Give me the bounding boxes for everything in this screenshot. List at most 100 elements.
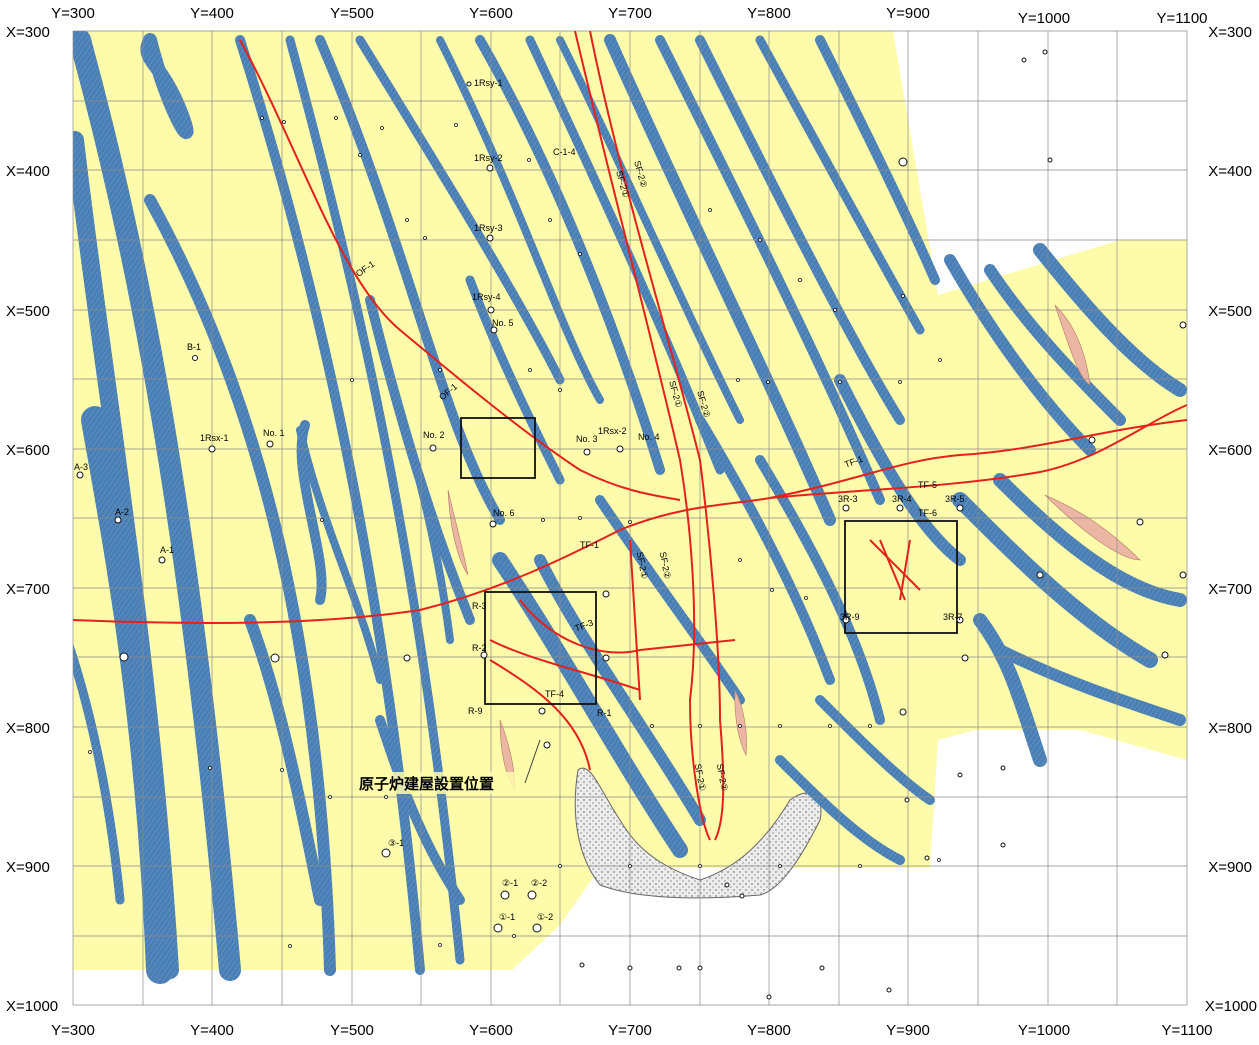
x-axis-label-right: X=900 [1208, 859, 1252, 876]
borehole-marker [1042, 49, 1048, 55]
borehole-label: No. 2 [423, 430, 445, 440]
seam-band [755, 35, 925, 335]
seam-band [695, 415, 835, 685]
sample-point [628, 864, 632, 868]
borehole-marker [466, 81, 472, 87]
sample-point [380, 126, 384, 130]
borehole-marker [904, 797, 910, 803]
borehole-marker [627, 965, 633, 971]
fault-label: TF-4 [545, 689, 564, 699]
sample-point [260, 116, 264, 120]
borehole-marker [266, 440, 274, 448]
reactor-building-location-label: 原子炉建屋設置位置 [359, 775, 494, 793]
y-axis-label-top: Y=400 [190, 5, 234, 22]
borehole-marker [724, 882, 730, 888]
seam-band [144, 194, 336, 976]
sample-point [698, 864, 702, 868]
seam-band [475, 35, 665, 475]
seam-band [815, 695, 935, 805]
fault-tf-box-3 [489, 659, 591, 771]
seam-band [244, 614, 326, 906]
borehole-marker [676, 965, 682, 971]
sample-point [548, 218, 552, 222]
sample-point [288, 944, 292, 948]
dike-body [734, 689, 747, 757]
sample-point [334, 116, 338, 120]
sample-point [578, 516, 582, 520]
borehole-marker [1179, 571, 1187, 579]
x-axis-label-right: X=700 [1208, 581, 1252, 598]
y-axis-label-top: Y=600 [469, 5, 513, 22]
borehole-label: ②-2 [531, 878, 547, 888]
fault-label: SF-2① [635, 551, 650, 580]
borehole-label: 1Rsy-2 [474, 153, 503, 163]
fault-sf21 [574, 30, 711, 841]
borehole-label: 1Rsy-4 [472, 292, 501, 302]
borehole-marker [270, 653, 280, 663]
seam-band [355, 35, 565, 385]
dike-body [447, 489, 469, 576]
fault-label: SF-2① [693, 763, 708, 792]
borehole-label: ①-1 [499, 912, 515, 922]
borehole-label: ②-1 [502, 878, 518, 888]
sample-point [901, 294, 905, 298]
x-axis-label-left: X=800 [6, 720, 50, 737]
borehole-marker [1136, 518, 1144, 526]
seam-band [595, 495, 745, 705]
callout-background [356, 772, 524, 794]
borehole-marker [1088, 436, 1096, 444]
seam-band [375, 715, 465, 905]
sample-point [527, 158, 531, 162]
sample-point [758, 238, 762, 242]
fault-label: TF-5 [918, 480, 937, 490]
sample-point [833, 308, 837, 312]
building-north [460, 417, 536, 479]
seam-band [815, 35, 940, 285]
borehole-marker [602, 654, 610, 662]
borehole-marker [583, 448, 591, 456]
y-axis-label-top: Y=500 [330, 5, 374, 22]
borehole-marker [957, 772, 963, 778]
y-axis-label-bottom: Y=600 [469, 1022, 513, 1039]
seam-band [655, 35, 885, 505]
callout-leader [524, 739, 541, 784]
dike-layer [447, 304, 1141, 791]
y-axis-label-top: Y=1100 [1156, 10, 1207, 27]
borehole-marker [961, 654, 969, 662]
borehole-marker [1179, 321, 1187, 329]
right-axis-labels: X=300 X=400 X=500 X=600 X=700 X=800 X=90… [1205, 24, 1257, 1015]
sample-point [937, 858, 941, 862]
seam-band [994, 644, 1186, 726]
borehole-marker [490, 326, 498, 334]
seam-band [492, 552, 688, 858]
sample-point [208, 766, 212, 770]
sample-point [778, 864, 782, 868]
seam-band [81, 406, 174, 984]
fault-label: TF-1 [580, 540, 599, 550]
sample-point [423, 236, 427, 240]
borehole-marker [527, 890, 537, 900]
y-axis-label-bottom: Y=1100 [1161, 1022, 1212, 1039]
sample-point [320, 518, 324, 522]
sample-point [738, 724, 742, 728]
sample-point [698, 724, 702, 728]
seam-band [296, 426, 384, 684]
x-axis-label-left: X=500 [6, 303, 50, 320]
seam-band [386, 376, 454, 644]
y-axis-label-bottom: Y=500 [330, 1022, 374, 1039]
x-axis-label-left: X=300 [6, 24, 50, 41]
borehole-marker [114, 516, 122, 524]
sample-point [558, 388, 562, 392]
borehole-label: 1Rsy-1 [474, 78, 503, 88]
borehole-marker [1021, 57, 1027, 63]
seam-band [993, 473, 1187, 607]
borehole-marker [956, 616, 964, 624]
sample-point [438, 943, 442, 947]
sample-point [736, 378, 740, 382]
y-axis-label-top: Y=800 [747, 5, 791, 22]
borehole-label: No. 3 [576, 434, 598, 444]
x-axis-label-left: X=600 [6, 442, 50, 459]
borehole-marker [1161, 651, 1169, 659]
y-axis-label-bottom: Y=900 [886, 1022, 930, 1039]
